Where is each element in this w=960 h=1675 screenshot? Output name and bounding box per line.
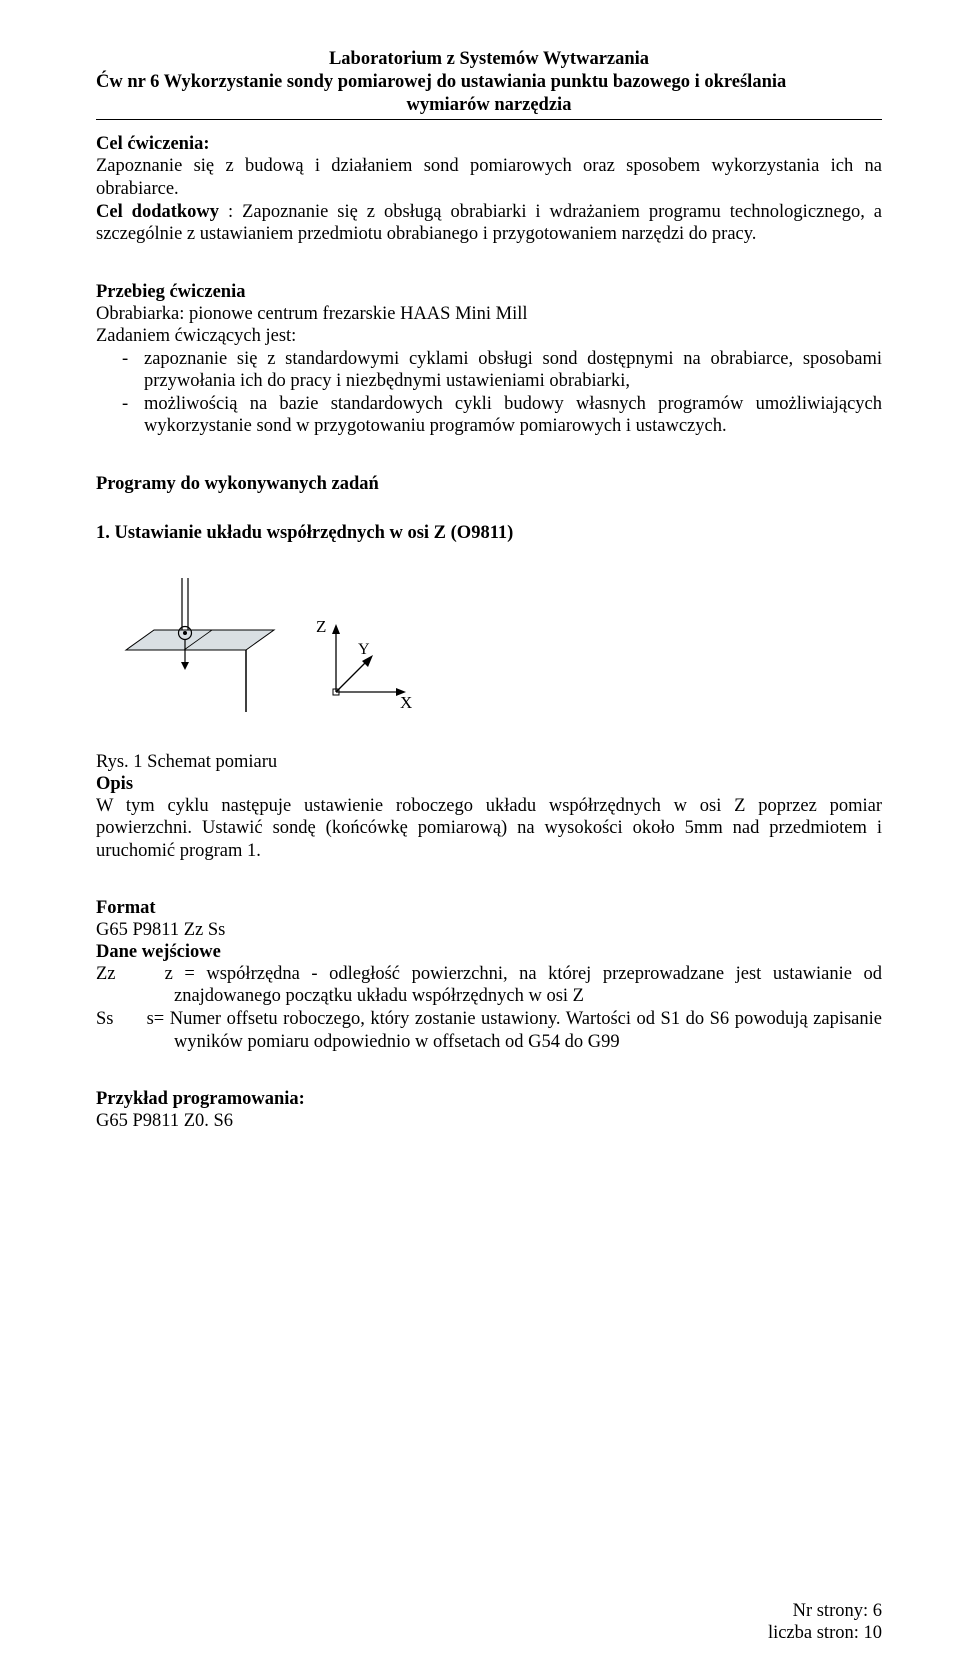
header-line-2: Ćw nr 6 Wykorzystanie sondy pomiarowej d… <box>96 71 882 94</box>
zz-row: Zz z = współrzędna - odległość powierzch… <box>96 963 882 1008</box>
page-header: Laboratorium z Systemów Wytwarzania Ćw n… <box>96 48 882 120</box>
axis-label-y: Y <box>358 641 370 658</box>
ss-text: s= Numer offsetu roboczego, który zostan… <box>147 1009 882 1052</box>
przebieg-title: Przebieg ćwiczenia <box>96 282 882 303</box>
format-title: Format <box>96 898 882 919</box>
dane-title: Dane wejściowe <box>96 942 882 963</box>
ss-tag: Ss <box>96 1008 130 1031</box>
format-text: G65 P9811 Zz Ss <box>96 919 882 942</box>
figure-1: Z Y X <box>96 572 882 727</box>
zz-tag: Zz <box>96 963 130 986</box>
task1-heading: 1. Ustawianie układu współrzędnych w osi… <box>96 523 882 544</box>
przyklad-title: Przykład programowania: <box>96 1089 882 1110</box>
axes-diagram: Z Y X <box>306 612 426 722</box>
cel-p2: Cel dodatkowy : Zapoznanie się z obsługą… <box>96 201 882 246</box>
ss-row: Ss s= Numer offsetu roboczego, który zos… <box>96 1008 882 1053</box>
przebieg-p2: Zadaniem ćwiczących jest: <box>96 325 882 348</box>
axis-label-z: Z <box>316 617 326 636</box>
page-footer: Nr strony: 6 liczba stron: 10 <box>768 1600 882 1645</box>
opis-text: W tym cyklu następuje ustawienie robocze… <box>96 795 882 863</box>
przebieg-list: zapoznanie się z standardowymi cyklami o… <box>116 348 882 438</box>
header-line-1: Laboratorium z Systemów Wytwarzania <box>96 48 882 71</box>
przebieg-p1: Obrabiarka: pionowe centrum frezarskie H… <box>96 303 882 326</box>
fig1-caption: Rys. 1 Schemat pomiaru <box>96 751 882 774</box>
przyklad-text: G65 P9811 Z0. S6 <box>96 1110 882 1133</box>
zz-text: z = współrzędna - odległość powierzchni,… <box>165 964 882 1007</box>
przebieg-li1: zapoznanie się z standardowymi cyklami o… <box>142 348 882 393</box>
cel-p1: Zapoznanie się z budową i działaniem son… <box>96 155 882 200</box>
cel-p2-lead: Cel dodatkowy <box>96 202 219 222</box>
footer-total: liczba stron: 10 <box>768 1622 882 1645</box>
opis-title: Opis <box>96 774 882 795</box>
programy-title: Programy do wykonywanych zadań <box>96 474 882 495</box>
footer-page: Nr strony: 6 <box>768 1600 882 1623</box>
header-line-3: wymiarów narzędzia <box>96 94 882 117</box>
cel-title: Cel ćwiczenia: <box>96 134 882 155</box>
axis-label-x: X <box>400 693 412 712</box>
probe-diagram <box>96 572 296 722</box>
przebieg-li2: możliwością na bazie standardowych cykli… <box>142 393 882 438</box>
